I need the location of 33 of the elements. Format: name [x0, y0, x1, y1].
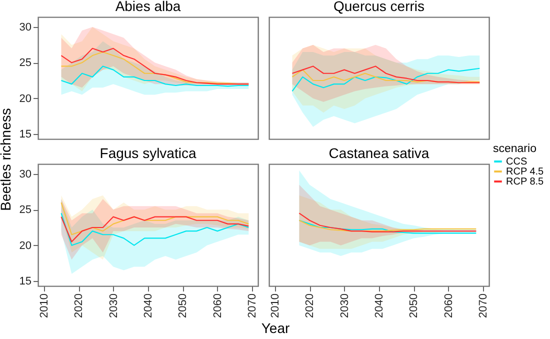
chart-title: Quercus cerris — [333, 0, 425, 14]
x-tick-label: 2020 — [304, 294, 316, 318]
y-tick-label: 30 — [19, 21, 32, 34]
x-tick-label: 2050 — [177, 294, 190, 318]
y-tick-label: 30 — [19, 168, 32, 180]
x-tick-label: 2010 — [38, 294, 50, 318]
legend-label: RCP 4.5 — [506, 166, 544, 178]
x-tick-label: 2070 — [478, 294, 490, 318]
line-series — [60, 66, 250, 87]
legend-label: RCP 8.5 — [506, 176, 544, 188]
x-tick-label: 2030 — [338, 294, 351, 318]
legend-label: CCS — [506, 156, 528, 168]
y-tick-label: 20 — [19, 92, 32, 105]
x-tick-label: 2060 — [442, 294, 455, 318]
y-axis-title: Beetles richness — [0, 108, 14, 211]
y-tick-label: 15 — [19, 128, 32, 141]
x-tick-label: 2030 — [108, 294, 120, 318]
x-tick-label: 2040 — [142, 294, 154, 318]
x-axis-title: Year — [261, 320, 290, 336]
x-tick-label: 2050 — [408, 294, 420, 318]
x-tick-label: 2010 — [269, 294, 282, 318]
x-tick-label: 2040 — [374, 294, 386, 318]
y-tick-label: 25 — [19, 57, 32, 70]
y-tick-label: 15 — [19, 276, 32, 288]
y-tick-label: 20 — [19, 240, 32, 252]
y-tick-label: 25 — [19, 204, 32, 216]
x-tick-label: 2060 — [212, 294, 224, 318]
x-tick-label: 2020 — [73, 294, 86, 318]
chart-title: Abies alba — [115, 0, 181, 14]
legend-title: scenario — [493, 143, 536, 155]
x-tick-label: 2070 — [246, 294, 259, 318]
chart-title: Fagus sylvatica — [100, 145, 196, 161]
chart-title: Castanea sativa — [328, 145, 430, 161]
